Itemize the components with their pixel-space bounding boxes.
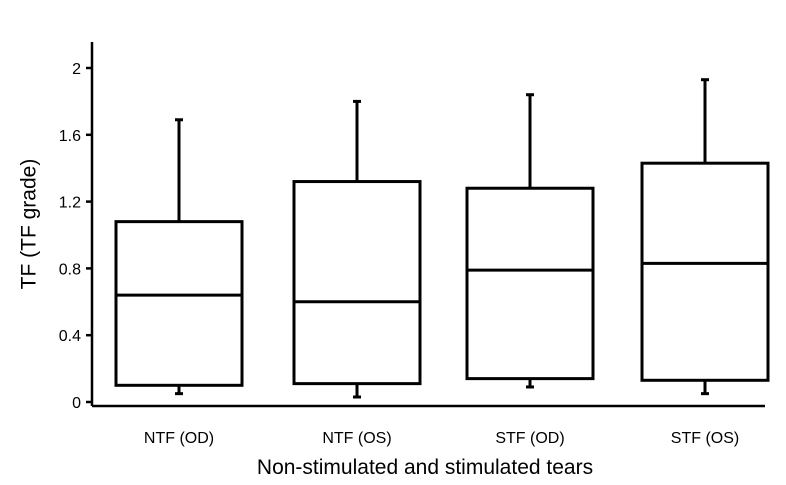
interquartile-box — [114, 220, 244, 387]
x-tick-label: STF (OS) — [671, 430, 739, 447]
y-tick-label: 0.8 — [59, 261, 81, 278]
box-3 — [465, 93, 595, 389]
box-2 — [292, 99, 422, 399]
x-tick-label: NTF (OD) — [144, 430, 214, 447]
y-tick-label: 0.4 — [59, 328, 81, 345]
y-axis-title: TF (TF grade) — [18, 159, 41, 290]
y-axis: 0 0.4 0.8 1.2 1.6 2 — [59, 42, 94, 412]
y-tick-label: 0 — [72, 395, 81, 412]
box-4 — [640, 78, 770, 396]
interquartile-box — [292, 180, 422, 386]
y-tick-label: 1.6 — [59, 128, 81, 145]
y-tick-label: 1.2 — [59, 195, 81, 212]
x-tick-label: STF (OD) — [495, 430, 564, 447]
interquartile-box — [640, 161, 770, 382]
y-ticks: 0 0.4 0.8 1.2 1.6 2 — [59, 61, 92, 412]
y-tick-label: 2 — [72, 61, 81, 78]
box-1 — [114, 118, 244, 396]
x-axis: NTF (OD) NTF (OS) STF (OD) STF (OS) — [92, 404, 765, 447]
x-axis-title: Non-stimulated and stimulated tears — [257, 456, 593, 479]
boxes — [114, 78, 770, 399]
x-tick-label: NTF (OS) — [322, 430, 391, 447]
interquartile-box — [465, 186, 595, 381]
x-tick-labels: NTF (OD) NTF (OS) STF (OD) STF (OS) — [144, 430, 739, 447]
